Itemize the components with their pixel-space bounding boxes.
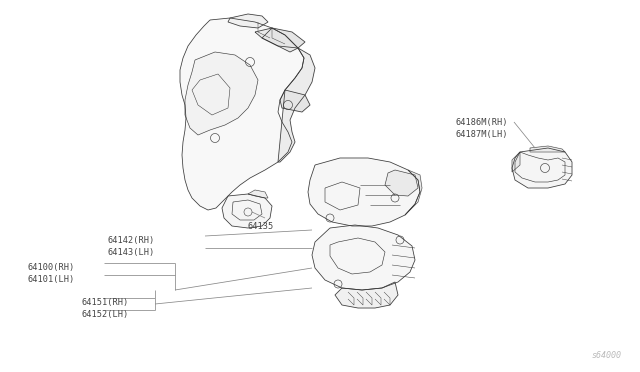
Polygon shape bbox=[222, 194, 272, 228]
Polygon shape bbox=[312, 225, 415, 290]
Text: 64142(RH): 64142(RH) bbox=[108, 236, 156, 245]
Polygon shape bbox=[512, 148, 572, 188]
Polygon shape bbox=[278, 48, 315, 162]
Text: 64135: 64135 bbox=[248, 222, 275, 231]
Text: 64101(LH): 64101(LH) bbox=[28, 275, 76, 284]
Text: 64100(RH): 64100(RH) bbox=[28, 263, 76, 272]
Polygon shape bbox=[280, 90, 310, 112]
Polygon shape bbox=[228, 14, 268, 28]
Text: s64000: s64000 bbox=[592, 351, 622, 360]
Polygon shape bbox=[185, 52, 258, 135]
Polygon shape bbox=[530, 146, 565, 152]
Polygon shape bbox=[405, 170, 422, 215]
Text: 64152(LH): 64152(LH) bbox=[82, 310, 129, 319]
Polygon shape bbox=[308, 158, 420, 226]
Text: 64143(LH): 64143(LH) bbox=[108, 248, 156, 257]
Polygon shape bbox=[255, 28, 298, 52]
Polygon shape bbox=[385, 170, 418, 196]
Text: 64187M(LH): 64187M(LH) bbox=[455, 130, 508, 139]
Text: 64151(RH): 64151(RH) bbox=[82, 298, 129, 307]
Polygon shape bbox=[335, 282, 398, 308]
Polygon shape bbox=[248, 190, 268, 198]
Text: 64186M(RH): 64186M(RH) bbox=[455, 118, 508, 127]
Polygon shape bbox=[180, 18, 304, 210]
Polygon shape bbox=[512, 152, 520, 172]
Polygon shape bbox=[262, 28, 305, 48]
